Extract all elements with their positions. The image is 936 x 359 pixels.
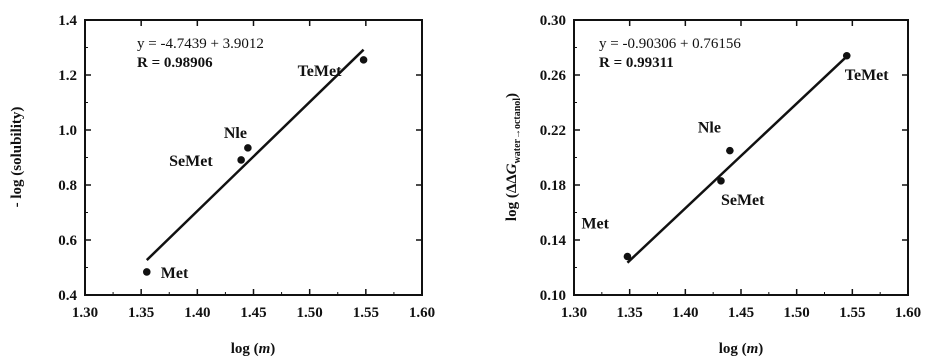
right-point-label-met: Met bbox=[581, 216, 609, 233]
right-y-tick-label: 0.22 bbox=[540, 123, 566, 139]
left-y-tick-label: 1.0 bbox=[58, 123, 77, 139]
right-x-tick-label: 1.55 bbox=[839, 305, 865, 321]
right-x-ticks: 1.30 1.35 1.40 1.45 1.50 1.55 1.60 bbox=[561, 20, 921, 321]
left-point-temet bbox=[359, 56, 368, 64]
right-point-label-nle: Nle bbox=[698, 120, 721, 137]
right-y-ticks: 0.10 0.14 0.18 0.22 0.26 0.30 bbox=[540, 13, 908, 304]
left-point-label-met: Met bbox=[161, 265, 189, 282]
right-x-axis-label: log (m) bbox=[719, 341, 764, 357]
right-y-tick-label: 0.18 bbox=[540, 178, 566, 194]
right-x-tick-label: 1.40 bbox=[672, 305, 698, 321]
right-y-tick-label: 0.30 bbox=[540, 13, 566, 29]
left-y-tick-label: 0.8 bbox=[58, 178, 77, 194]
right-x-tick-label: 1.50 bbox=[784, 305, 810, 321]
left-equation: y = -4.7439 + 3.9012 bbox=[137, 36, 264, 52]
right-y-tick-label: 0.10 bbox=[540, 288, 566, 304]
right-x-tick-label: 1.60 bbox=[895, 305, 921, 321]
left-point-nle bbox=[244, 144, 252, 152]
left-x-tick-label: 1.35 bbox=[128, 305, 154, 321]
right-point-label-temet: TeMet bbox=[845, 67, 890, 84]
left-x-tick-label: 1.60 bbox=[409, 305, 435, 321]
left-y-axis-label: - log (solubility) bbox=[9, 107, 25, 208]
right-panel: 1.30 1.35 1.40 1.45 1.50 1.55 1.60 0.100.140.1… bbox=[504, 13, 921, 357]
right-point-nle bbox=[726, 146, 734, 155]
left-point-label-nle: Nle bbox=[224, 125, 247, 142]
left-y-tick-label: 1.2 bbox=[58, 68, 77, 84]
right-r-value: R = 0.99311 bbox=[599, 55, 674, 71]
left-x-tick-label: 1.40 bbox=[184, 305, 210, 321]
left-x-axis-label: log (m) bbox=[231, 341, 276, 357]
left-point-semet bbox=[237, 156, 245, 164]
left-panel: 1.30 1.35 1.40 1.45 1.50 1.55 1.60 0.40.60.81.… bbox=[9, 13, 435, 357]
right-y-axis-label: log (ΔΔGwater→octanol) bbox=[504, 93, 523, 221]
right-fit-line bbox=[626, 55, 848, 264]
left-r-value: R = 0.98906 bbox=[137, 55, 213, 71]
left-point-label-semet: SeMet bbox=[169, 153, 213, 170]
right-point-temet bbox=[842, 51, 851, 60]
left-point-met bbox=[142, 268, 151, 276]
left-y-tick-label: 0.6 bbox=[58, 233, 77, 249]
right-x-tick-label: 1.35 bbox=[617, 305, 643, 321]
right-point-met bbox=[623, 252, 632, 261]
right-x-tick-label: 1.45 bbox=[728, 305, 754, 321]
left-x-tick-label: 1.30 bbox=[72, 305, 98, 321]
left-fit-line bbox=[145, 48, 365, 261]
left-y-ticks: 0.4 0.6 0.8 1.0 1.2 1.4 bbox=[58, 13, 422, 304]
right-point-semet bbox=[717, 177, 725, 185]
left-y-tick-label: 0.4 bbox=[58, 288, 77, 304]
left-point-label-temet: TeMet bbox=[298, 63, 343, 80]
right-point-label-semet: SeMet bbox=[721, 192, 765, 209]
left-x-ticks: 1.30 1.35 1.40 1.45 1.50 1.55 1.60 bbox=[72, 20, 435, 321]
right-equation: y = -0.90306 + 0.76156 bbox=[599, 36, 741, 52]
left-x-tick-label: 1.50 bbox=[297, 305, 323, 321]
right-data-points: Met SeMet Nle TeMet bbox=[581, 51, 890, 261]
left-y-tick-label: 1.4 bbox=[58, 13, 77, 29]
left-x-tick-label: 1.45 bbox=[240, 305, 266, 321]
left-data-points: Met SeMet Nle TeMet bbox=[142, 56, 368, 282]
right-x-tick-label: 1.30 bbox=[561, 305, 587, 321]
right-y-tick-label: 0.26 bbox=[540, 68, 567, 84]
left-x-tick-label: 1.55 bbox=[353, 305, 379, 321]
right-y-tick-label: 0.14 bbox=[540, 233, 567, 249]
